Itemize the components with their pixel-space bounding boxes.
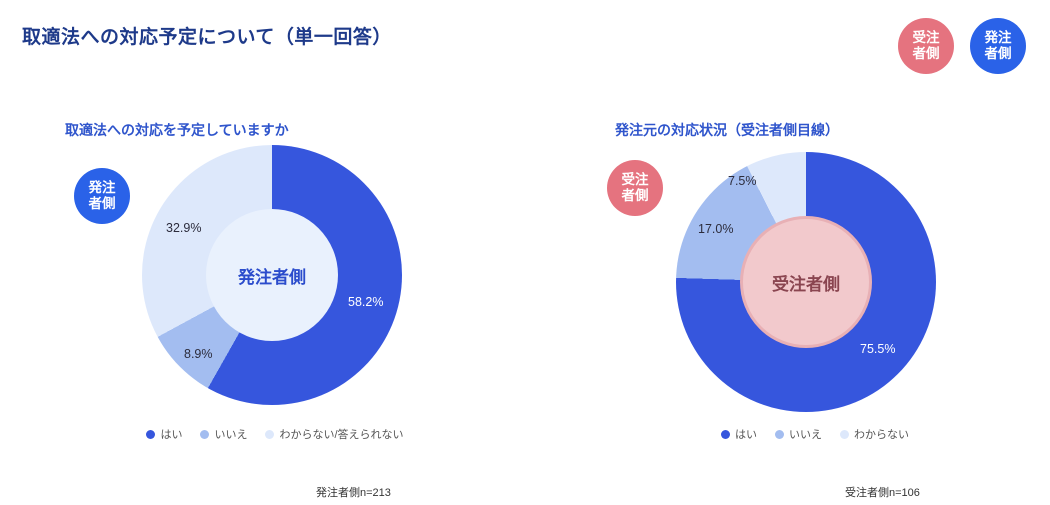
legend-item-unknown: わからない/答えられない	[265, 426, 404, 442]
percent-label-yes: 58.2%	[348, 295, 384, 309]
legend-label: いいえ	[789, 429, 822, 441]
donut-center-label: 発注者側	[206, 209, 338, 341]
legend-dot-icon	[265, 429, 275, 439]
percent-label-yes: 75.5%	[860, 342, 896, 356]
donut-chart: 受注者側 75.5% 17.0% 7.5%	[676, 152, 936, 412]
percent-label-no: 8.9%	[184, 347, 213, 361]
sample-size-note: 発注者側n=213	[316, 487, 391, 499]
chart-title: 発注元の対応状況（受注者側目線）	[615, 122, 839, 138]
badge-jucchusha-gawa: 受注 者側	[898, 18, 954, 74]
legend-label: はい	[735, 429, 757, 441]
chart-panel-contractor: 発注元の対応状況（受注者側目線） 受注 者側 受注者側 75.5% 17.0% …	[580, 110, 1050, 505]
badge-hacchusha-gawa: 発注 者側	[970, 18, 1026, 74]
legend-label: はい	[160, 429, 183, 441]
legend-dot-icon	[840, 429, 849, 439]
percent-label-unknown: 7.5%	[728, 174, 757, 188]
donut-center-label: 受注者側	[740, 216, 872, 348]
legend: はい いいえ わからない	[580, 426, 1050, 442]
legend-dot-icon	[775, 429, 784, 439]
legend-dot-icon	[200, 429, 210, 439]
legend-item-yes: はい	[146, 426, 182, 442]
legend-item-no: いいえ	[200, 426, 247, 442]
percent-label-unknown: 32.9%	[166, 221, 202, 235]
chart-title: 取適法への対応を予定していますか	[65, 122, 289, 138]
legend-label: わからない/答えられない	[279, 429, 404, 441]
corner-badges: 受注 者側 発注 者側	[898, 18, 1026, 74]
legend-item-unknown: わからない	[840, 426, 909, 442]
percent-label-no: 17.0%	[698, 222, 734, 236]
legend-item-yes: はい	[721, 426, 757, 442]
legend-label: わからない	[854, 429, 909, 441]
legend-dot-icon	[146, 429, 156, 439]
sample-size-note: 受注者側n=106	[845, 487, 920, 499]
legend: はい いいえ わからない/答えられない	[40, 426, 510, 442]
legend-dot-icon	[721, 429, 730, 439]
donut-chart: 発注者側 58.2% 8.9% 32.9%	[142, 145, 402, 405]
legend-item-no: いいえ	[775, 426, 822, 442]
legend-label: いいえ	[214, 429, 248, 441]
side-badge-contractor: 受注 者側	[607, 160, 663, 216]
side-badge-orderer: 発注 者側	[74, 168, 130, 224]
page-title: 取適法への対応予定について（単一回答）	[22, 27, 392, 48]
chart-panel-orderer: 取適法への対応を予定していますか 発注 者側 発注者側 58.2% 8.9% 3…	[40, 110, 510, 505]
